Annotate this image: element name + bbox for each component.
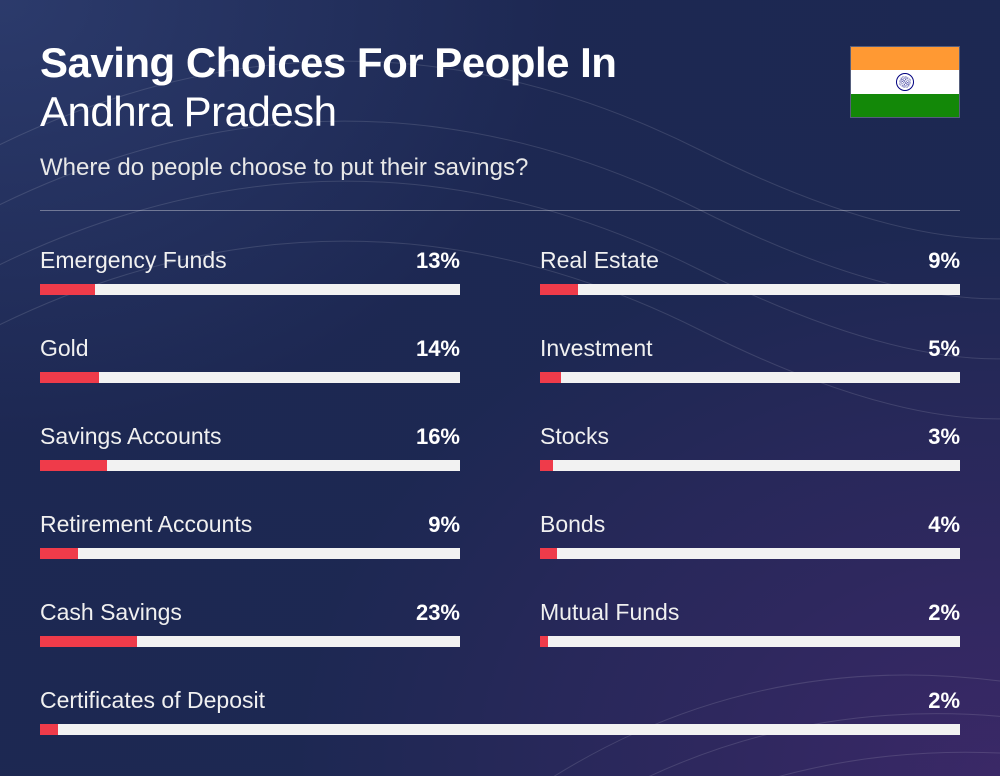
bar-label: Investment xyxy=(540,335,653,362)
bar-item: Certificates of Deposit 2% xyxy=(40,687,960,735)
bar-item-head: Investment 5% xyxy=(540,335,960,362)
subtitle: Where do people choose to put their savi… xyxy=(40,154,850,182)
ashoka-chakra-icon xyxy=(896,73,914,91)
bar-item-head: Emergency Funds 13% xyxy=(40,247,460,274)
bar-item: Gold 14% xyxy=(40,335,460,383)
bar-item-head: Stocks 3% xyxy=(540,423,960,450)
bar-value: 23% xyxy=(416,600,460,626)
bar-fill xyxy=(40,284,95,295)
bar-item: Stocks 3% xyxy=(540,423,960,471)
bar-value: 9% xyxy=(428,512,460,538)
bar-label: Retirement Accounts xyxy=(40,511,252,538)
bar-item: Mutual Funds 2% xyxy=(540,599,960,647)
bar-fill xyxy=(540,636,548,647)
infographic-container: Saving Choices For People In Andhra Prad… xyxy=(0,0,1000,735)
bar-track xyxy=(540,548,960,559)
bar-item-head: Bonds 4% xyxy=(540,511,960,538)
bar-item: Emergency Funds 13% xyxy=(40,247,460,295)
bar-track xyxy=(540,636,960,647)
bar-label: Gold xyxy=(40,335,89,362)
flag-stripe-green xyxy=(851,94,959,117)
bar-value: 13% xyxy=(416,248,460,274)
bar-fill xyxy=(540,460,553,471)
bar-value: 2% xyxy=(928,688,960,714)
bar-item: Retirement Accounts 9% xyxy=(40,511,460,559)
bars-grid: Emergency Funds 13% Real Estate 9% Gold 14% In… xyxy=(40,247,960,735)
bar-value: 4% xyxy=(928,512,960,538)
bar-item: Real Estate 9% xyxy=(540,247,960,295)
title-line-2: Andhra Pradesh xyxy=(40,88,850,136)
title-line-1: Saving Choices For People In xyxy=(40,40,850,86)
bar-fill xyxy=(40,460,107,471)
bar-value: 9% xyxy=(928,248,960,274)
header: Saving Choices For People In Andhra Prad… xyxy=(40,40,960,182)
bar-item: Cash Savings 23% xyxy=(40,599,460,647)
bar-value: 16% xyxy=(416,424,460,450)
bar-track xyxy=(40,548,460,559)
bar-value: 3% xyxy=(928,424,960,450)
bar-item-head: Certificates of Deposit 2% xyxy=(40,687,960,714)
bar-item: Bonds 4% xyxy=(540,511,960,559)
bar-track xyxy=(40,636,460,647)
bar-track xyxy=(40,284,460,295)
bar-fill xyxy=(540,372,561,383)
bar-value: 2% xyxy=(928,600,960,626)
bar-item-head: Real Estate 9% xyxy=(540,247,960,274)
bar-item: Savings Accounts 16% xyxy=(40,423,460,471)
bar-label: Real Estate xyxy=(540,247,659,274)
bar-item-head: Mutual Funds 2% xyxy=(540,599,960,626)
bar-fill xyxy=(40,636,137,647)
bar-fill xyxy=(40,372,99,383)
bar-value: 14% xyxy=(416,336,460,362)
bar-track xyxy=(40,460,460,471)
bar-track xyxy=(540,372,960,383)
bar-item-head: Retirement Accounts 9% xyxy=(40,511,460,538)
divider xyxy=(40,210,960,211)
bar-item-head: Savings Accounts 16% xyxy=(40,423,460,450)
bar-item-head: Cash Savings 23% xyxy=(40,599,460,626)
bar-track xyxy=(40,724,960,735)
bar-label: Mutual Funds xyxy=(540,599,679,626)
bar-track xyxy=(540,284,960,295)
bar-fill xyxy=(540,548,557,559)
bar-label: Emergency Funds xyxy=(40,247,227,274)
bar-label: Certificates of Deposit xyxy=(40,687,265,714)
bar-value: 5% xyxy=(928,336,960,362)
flag-stripe-white xyxy=(851,70,959,93)
bar-item-head: Gold 14% xyxy=(40,335,460,362)
bar-label: Bonds xyxy=(540,511,605,538)
india-flag-icon xyxy=(850,46,960,118)
bar-label: Stocks xyxy=(540,423,609,450)
title-block: Saving Choices For People In Andhra Prad… xyxy=(40,40,850,182)
bar-fill xyxy=(40,724,58,735)
bar-fill xyxy=(540,284,578,295)
bar-track xyxy=(40,372,460,383)
bar-track xyxy=(540,460,960,471)
bar-item: Investment 5% xyxy=(540,335,960,383)
bar-label: Savings Accounts xyxy=(40,423,222,450)
bar-fill xyxy=(40,548,78,559)
bar-label: Cash Savings xyxy=(40,599,182,626)
flag-stripe-saffron xyxy=(851,47,959,70)
